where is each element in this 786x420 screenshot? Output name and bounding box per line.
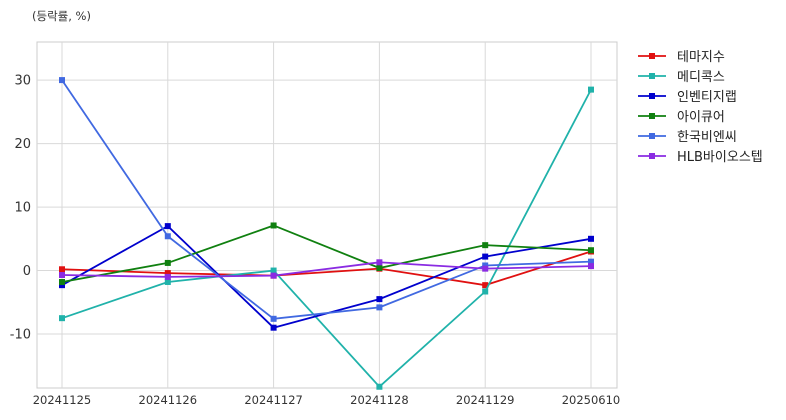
data-point — [164, 278, 171, 285]
data-point — [588, 258, 594, 265]
data-point — [164, 223, 171, 230]
data-point — [59, 278, 65, 285]
x-tick-label: 20241126 — [139, 393, 198, 407]
legend-marker — [649, 153, 655, 159]
data-point — [164, 233, 171, 240]
data-point — [588, 86, 594, 93]
data-point — [270, 222, 277, 229]
data-point — [270, 267, 277, 274]
legend-label: 테마지수 — [677, 50, 725, 65]
legend-marker — [649, 73, 655, 79]
legend-marker — [649, 133, 655, 139]
data-point — [482, 242, 489, 249]
data-point — [376, 383, 383, 390]
legend-marker — [649, 113, 655, 119]
data-point — [482, 288, 489, 295]
data-point — [59, 266, 65, 273]
data-point — [270, 315, 277, 322]
y-unit-label: (등락률, %) — [32, 9, 91, 23]
series-line — [61, 261, 592, 278]
data-point — [376, 296, 383, 303]
data-point — [164, 270, 171, 277]
y-tick-label: 20 — [14, 137, 31, 152]
data-point — [164, 259, 171, 266]
data-point — [376, 259, 383, 266]
data-point — [588, 263, 594, 270]
data-point — [482, 262, 489, 269]
legend-label: HLB바이오스텝 — [677, 150, 763, 165]
y-tick-label: 0 — [23, 264, 31, 279]
data-point — [270, 324, 277, 331]
data-point — [59, 77, 65, 84]
y-tick-label: 10 — [14, 201, 31, 216]
data-point — [59, 315, 65, 322]
legend-marker — [649, 53, 655, 59]
data-point — [59, 282, 65, 289]
legend-label: 메디콕스 — [677, 70, 725, 85]
data-point — [376, 265, 383, 272]
series-line — [61, 224, 592, 283]
data-point — [482, 282, 489, 289]
x-tick-label: 20250610 — [562, 393, 621, 407]
series-line — [61, 79, 592, 320]
y-tick-label: -10 — [10, 328, 31, 343]
x-tick-label: 20241127 — [244, 393, 303, 407]
series-line — [61, 250, 592, 287]
data-point — [482, 265, 489, 272]
x-tick-label: 20241125 — [33, 393, 92, 407]
data-point — [59, 271, 65, 278]
legend-label: 인벤티지랩 — [677, 90, 737, 105]
data-point — [482, 253, 489, 260]
y-tick-label: 30 — [14, 74, 31, 89]
x-tick-label: 20241129 — [456, 393, 515, 407]
plot-area — [36, 41, 618, 389]
x-tick-label: 20241128 — [350, 393, 409, 407]
data-point — [588, 235, 594, 242]
legend-marker — [649, 93, 655, 99]
data-point — [164, 273, 171, 280]
data-point — [588, 247, 594, 254]
data-point — [376, 304, 383, 311]
legend-label: 아이큐어 — [677, 110, 725, 125]
legend-label: 한국비엔씨 — [677, 130, 737, 145]
data-point — [270, 272, 277, 279]
series-line — [61, 89, 592, 388]
